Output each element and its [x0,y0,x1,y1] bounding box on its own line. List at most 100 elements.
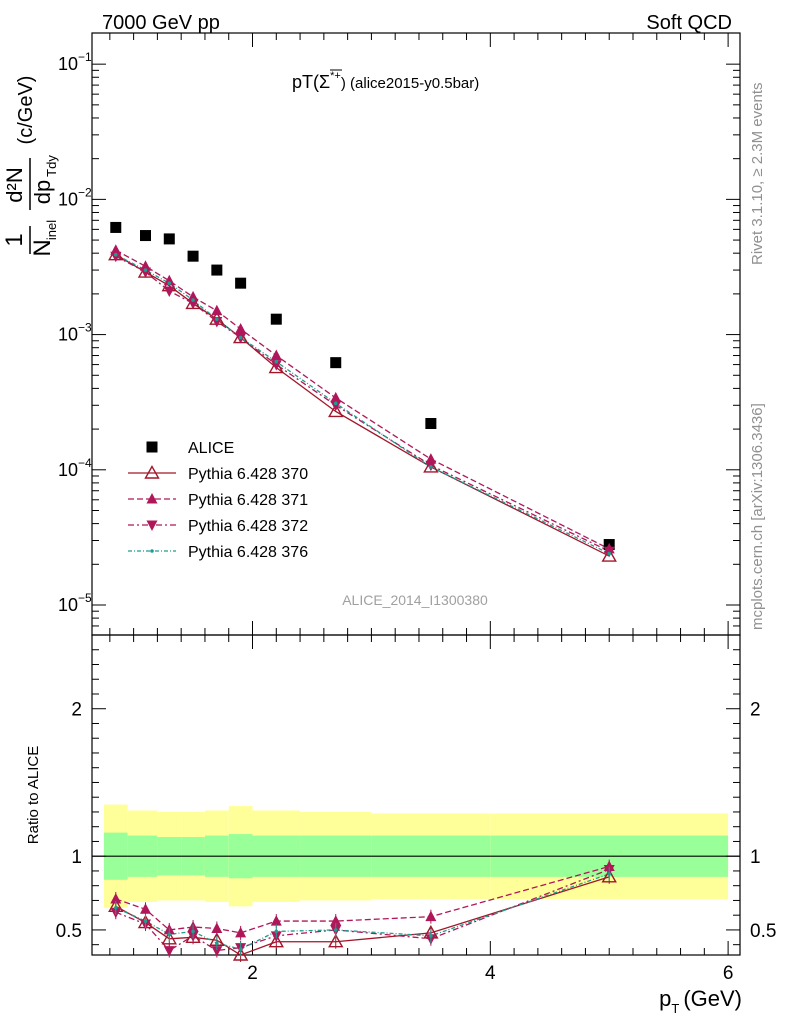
main-y-tick-label: 10−1 [58,50,92,74]
legend: ALICE Pythia 6.428 370 Pythia 6.428 371 Pyt… [128,440,308,561]
main-y-tick-label: 10−3 [58,321,92,345]
ratio-point-p371 [140,903,152,914]
ratio-line-p371 [115,865,610,934]
main-plot-series [108,221,617,562]
data-point-p376 [167,281,172,285]
ratio-point-p371 [235,926,247,938]
legend-label-p376: Pythia 6.428 376 [188,544,308,561]
data-point-p376 [215,317,219,321]
data-point-p376 [607,551,612,556]
data-point-p376 [333,401,338,406]
data-point-p370 [268,359,284,374]
data-point-p371 [235,322,247,334]
ratio-y-tick-label: 2 [71,700,82,721]
series-line-p372 [115,255,610,552]
mcplots-label: mcplots.cern.ch [arXiv:1306.3436] [749,403,766,630]
ratio-y-tick-label-right: 2 [750,700,761,721]
ratio-point-p371 [110,892,122,904]
data-point-data [187,250,199,262]
svg-text:1: 1 [1,233,28,246]
ratio-y-tick-label: 1 [71,847,82,868]
svg-text:Tdy: Tdy [44,155,59,177]
legend-marker-p372 [146,520,158,531]
data-point-p370 [328,403,344,418]
ratio-point-p376 [607,872,612,876]
ratio-point-p370 [601,868,617,883]
data-point-p376 [429,465,433,469]
svg-text:dp: dp [30,180,55,204]
data-point-p371 [187,290,199,302]
main-y-tick-label: 10−4 [58,456,92,480]
main-y-tick-label: 10−2 [58,185,92,209]
rivet-version-label: Rivet 3.1.10, ≥ 2.3M events [749,83,766,266]
legend-label-p371: Pythia 6.428 371 [188,492,308,509]
data-point-data [270,313,282,325]
ratio-point-p376 [191,929,195,934]
ratio-point-p371 [425,910,437,922]
data-point-data [425,417,437,429]
ratio-y-tick-label-right: 0.5 [750,921,776,942]
data-point-p371 [163,274,175,286]
ratio-line-p370 [115,876,610,956]
ratio-line-p376 [115,873,610,950]
legend-label-p370: Pythia 6.428 370 [188,466,308,483]
data-point-data [110,221,122,233]
data-point-p372 [330,400,342,412]
series-line-p376 [115,254,610,555]
ratio-x-tick-label: 2 [247,963,258,984]
series-line-p371 [115,249,610,550]
data-point-data [235,277,247,289]
ratio-point-p370 [232,947,249,961]
ratio-y-axis-label: Ratio to ALICE [25,746,42,844]
ratio-line-p372 [115,868,610,952]
data-point-p376 [143,268,148,272]
data-point-p372 [140,267,152,279]
legend-marker-data [146,441,158,453]
data-point-p370 [601,548,617,562]
ratio-point-p376 [238,947,243,951]
ratio-point-p372 [211,946,223,957]
data-point-p371 [330,391,342,403]
header-right-label: Soft QCD [646,12,732,34]
data-point-p372 [110,251,122,263]
data-point-p376 [113,252,118,257]
data-point-p370 [423,459,439,473]
legend-marker-p371 [146,493,158,504]
ratio-x-tick-label: 6 [723,963,734,984]
main-y-axis-label: 1 N inel d²N dp Tdy (c/GeV) [1,76,59,257]
ratio-point-p371 [270,915,282,926]
data-point-data [211,264,223,276]
data-point-data [163,233,175,245]
ratio-axes-box [91,634,741,956]
ratio-point-p376 [333,928,338,932]
ratio-point-p371 [211,922,223,933]
ratio-point-p370 [328,933,344,948]
legend-marker-p370 [144,465,160,479]
main-y-tick-label: 10−5 [58,591,92,615]
ratio-x-tick-label: 4 [485,963,496,984]
ratio-point-p372 [163,946,175,957]
svg-text:inel: inel [44,220,59,240]
ratio-point-p370 [268,933,284,948]
ratio-point-p376 [113,906,118,910]
ratio-plot-series [108,859,617,962]
ratio-point-p376 [167,932,172,937]
data-point-data [330,357,342,369]
header-left-label: 7000 GeV pp [102,12,220,34]
data-point-p376 [274,359,279,364]
data-point-p376 [238,335,243,340]
main-plot-frame: 10−1 10−2 10−3 10−4 10−5 [58,32,741,636]
svg-text:d²N: d²N [2,167,27,202]
ratio-point-p376 [215,941,219,946]
data-point-p376 [191,298,195,302]
data-point-p372 [163,286,175,298]
ratio-point-p376 [274,929,279,934]
main-plot-title: pT(Σ*+) (alice2015-y0.5bar) [292,70,479,92]
ratio-plot-frame: 0.5 0.5 1 1 2 2 2 4 6 [56,634,776,984]
analysis-id-label: ALICE_2014_I1300380 [342,592,488,608]
ratio-point-p376 [429,934,433,938]
data-point-p372 [211,316,223,328]
svg-text:(c/GeV): (c/GeV) [15,76,37,145]
data-point-p371 [211,304,223,316]
data-point-p372 [270,360,282,371]
